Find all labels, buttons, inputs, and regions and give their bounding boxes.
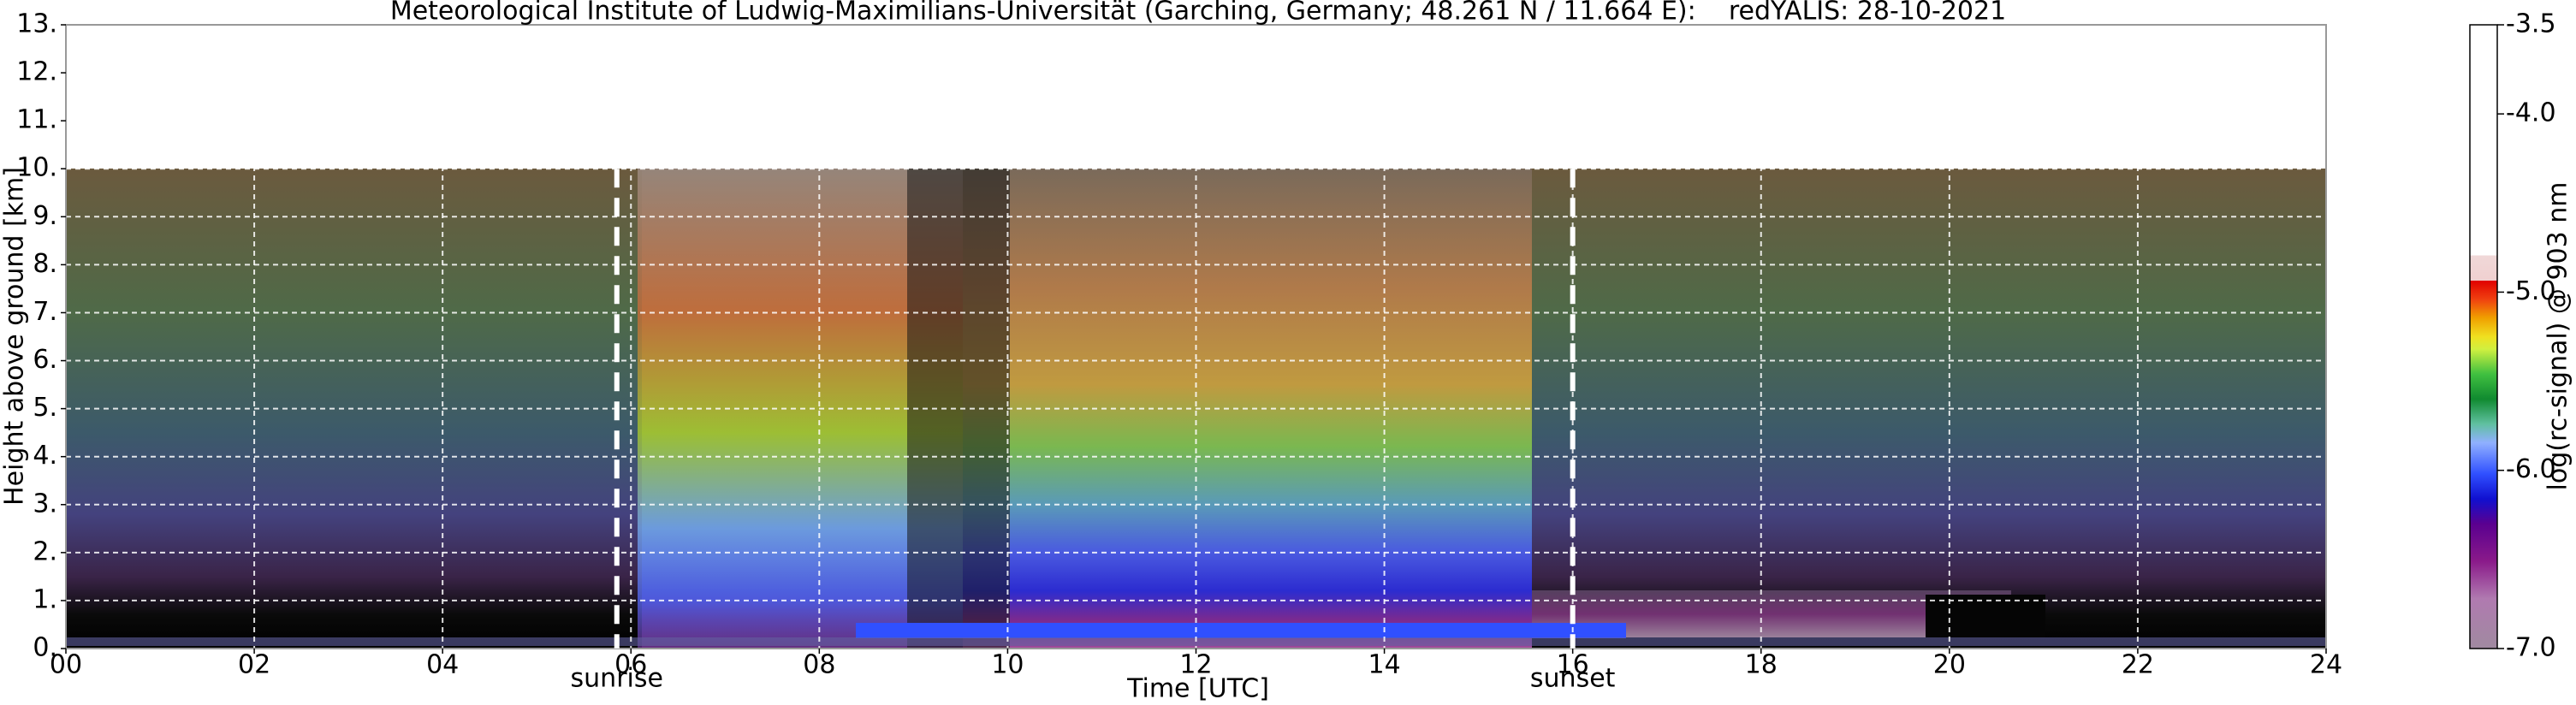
- x-tick-label: 12: [1179, 650, 1212, 680]
- x-tick-label: 10: [991, 650, 1024, 680]
- x-tick-label: 24: [2310, 650, 2342, 680]
- y-tick-label: 10.: [16, 153, 57, 183]
- evening-gap: [1926, 595, 2045, 637]
- colorbar-tick-label: -7.0: [2506, 633, 2556, 663]
- y-axis-label: Height above ground [km]: [0, 167, 30, 506]
- y-tick-label: 13.: [16, 9, 57, 39]
- colorbar-tick-label: -3.5: [2506, 9, 2556, 39]
- grid: [65, 24, 2327, 649]
- x-tick-label: 06: [614, 650, 647, 680]
- y-tick-label: 5.: [33, 393, 57, 423]
- annotation-label: sunset: [1530, 664, 1616, 694]
- colorbar-label: log(rc-signal) @ 903 nm: [2543, 182, 2573, 491]
- y-tick-label: 12.: [16, 57, 57, 87]
- colorbar-tick-label: -5.0: [2506, 276, 2556, 306]
- y-tick-label: 1.: [33, 584, 57, 614]
- x-tick-label: 16: [1557, 650, 1589, 680]
- x-axis-label: Time [UTC]: [1126, 674, 1269, 704]
- chart-title: Meteorological Institute of Ludwig-Maxim…: [390, 0, 2006, 27]
- colorbar: [2469, 24, 2498, 649]
- y-tick-label: 0.: [33, 633, 57, 663]
- x-tick-label: 02: [238, 650, 270, 680]
- y-tick-label: 11.: [16, 105, 57, 135]
- y-tick-label: 7.: [33, 297, 57, 327]
- y-tick-label: 3.: [33, 489, 57, 518]
- x-tick-label: 14: [1368, 650, 1400, 680]
- y-tick-label: 6.: [33, 345, 57, 375]
- colorbar-tick-label: -4.0: [2506, 98, 2556, 128]
- surface-layer: [856, 623, 1626, 638]
- x-tick-label: 22: [2122, 650, 2154, 680]
- y-tick-label: 9.: [33, 201, 57, 231]
- annotation-label: sunrise: [571, 664, 663, 694]
- x-tick-label: 20: [1933, 650, 1966, 680]
- x-tick-label: 18: [1745, 650, 1778, 680]
- x-tick-label: 04: [426, 650, 459, 680]
- x-tick-label: 00: [50, 650, 82, 680]
- y-tick-label: 8.: [33, 249, 57, 279]
- colorbar-tick-label: -6.0: [2506, 454, 2556, 484]
- y-tick-label: 2.: [33, 536, 57, 566]
- x-tick-label: 08: [803, 650, 835, 680]
- y-tick-label: 4.: [33, 441, 57, 471]
